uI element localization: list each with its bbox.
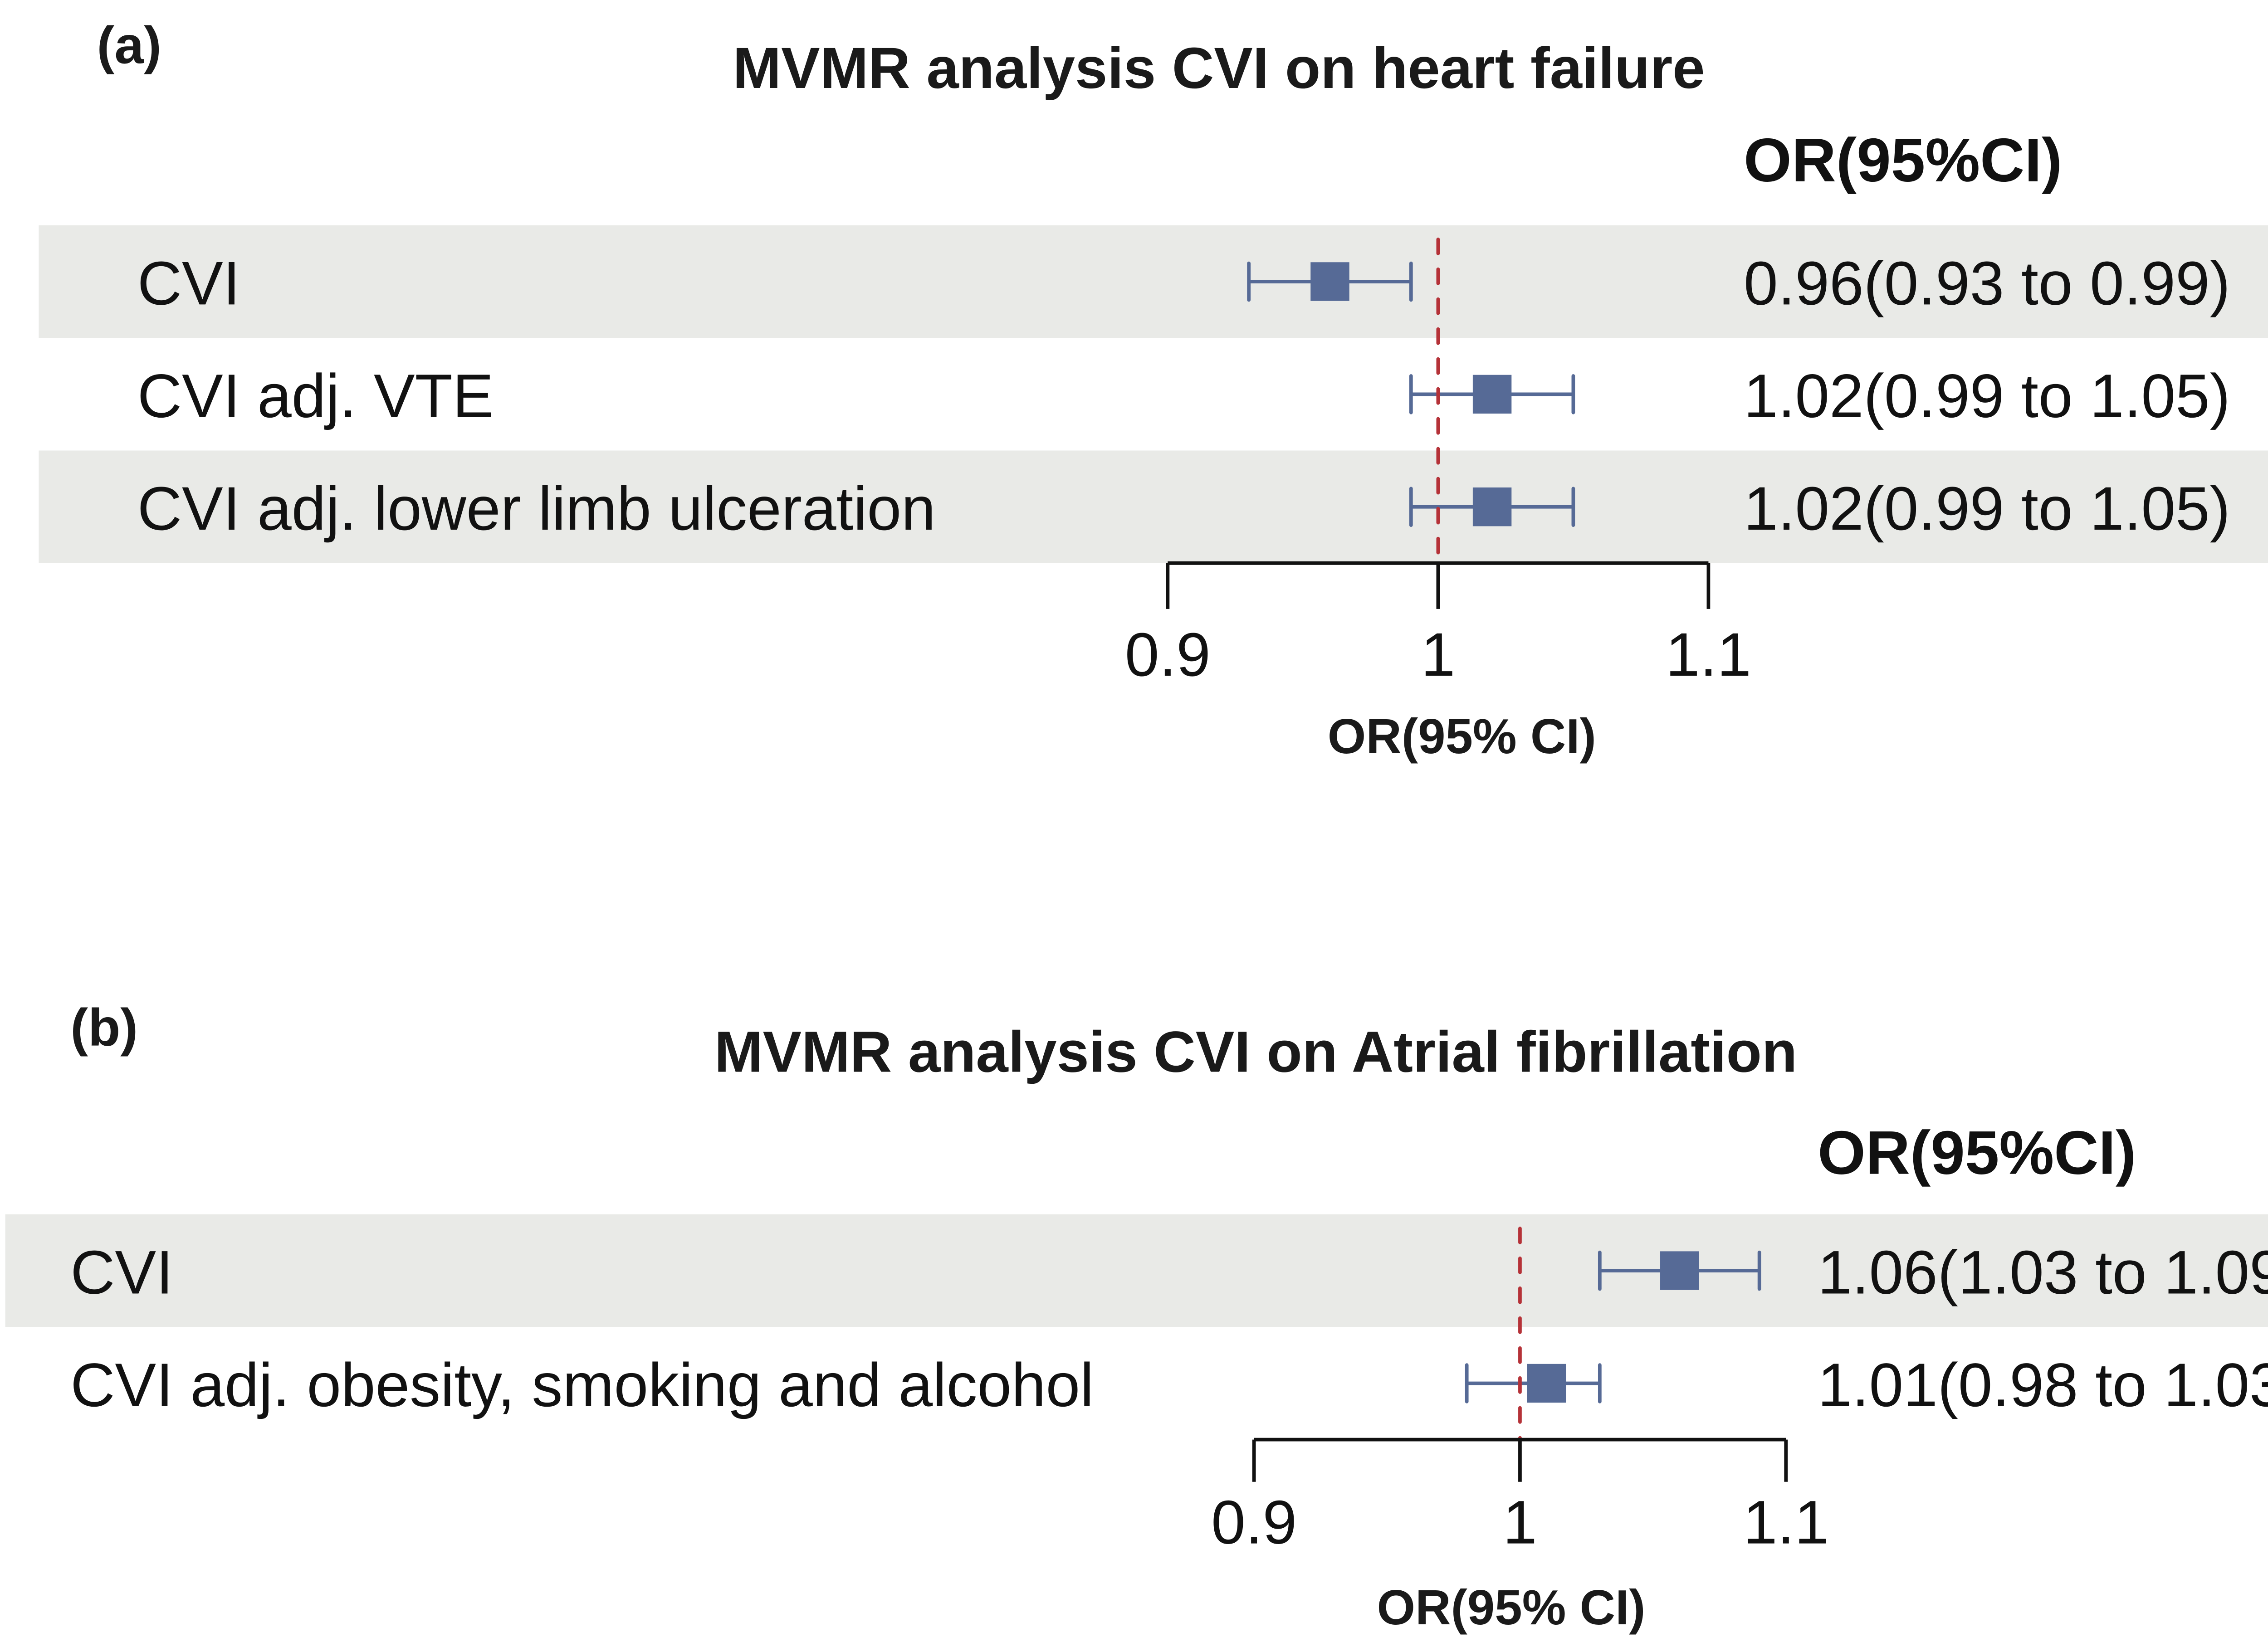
point-estimate-box [1527,1364,1566,1403]
header-or: OR(95%CI) [1818,1118,2136,1187]
x-tick-label: 1.1 [1666,620,1751,689]
or-ci-value: 1.02(0.99 to 1.05) [1744,361,2230,430]
panel-label: (b) [70,998,138,1057]
x-axis: 0.9 1 1.1 [1125,237,1751,689]
x-tick-label: 1 [1503,1488,1537,1557]
x-tick-label: 1.1 [1743,1488,1829,1557]
x-tick-label: 1 [1421,620,1456,689]
table-row: CVI adj. lower limb ulceration 1.02(0.99 … [137,474,2230,543]
panel-label: (a) [97,16,161,75]
x-tick-label: 0.9 [1211,1488,1297,1557]
or-ci-value: 1.01(0.98 to 1.03) [1818,1350,2268,1419]
x-axis-label: OR(95% CI) [1377,1580,1646,1635]
row-stripe [39,225,2268,338]
x-tick-label: 0.9 [1125,620,1211,689]
row-label: CVI adj. obesity, smoking and alcohol [70,1350,1094,1419]
or-ci-value: 0.96(0.93 to 0.99) [1744,248,2230,317]
header-or: OR(95%CI) [1744,126,2062,195]
point-estimate-box [1660,1251,1699,1290]
row-label: CVI [137,248,240,317]
row-stripe [39,450,2268,563]
row-stripes [39,225,2268,563]
x-axis-label: OR(95% CI) [1328,709,1596,764]
row-stripe [5,1214,2268,1327]
x-axis: 0.9 1 1.1 [1211,1227,1829,1557]
chart-title: MVMR analysis CVI on heart failure [733,36,1705,101]
row-stripes [5,1214,2268,1327]
chart-title: MVMR analysis CVI on Atrial fibrillation [714,1020,1797,1085]
point-estimate-box [1472,487,1512,526]
row-label: CVI adj. lower limb ulceration [137,474,936,543]
row-label: CVI adj. VTE [137,361,494,430]
point-estimate-box [1310,262,1349,301]
point-estimate-box [1472,375,1512,414]
table-row: CVI adj. obesity, smoking and alcohol 1.0… [70,1350,2268,1419]
row-label: CVI [70,1238,173,1307]
panel-b: (b) MVMR analysis CVI on Atrial fibrilla… [5,998,2268,1635]
or-ci-value: 1.02(0.99 to 1.05) [1744,474,2230,543]
or-ci-value: 1.06(1.03 to 1.09) [1818,1238,2268,1307]
panel-a: (a) MVMR analysis CVI on heart failure O… [39,16,2268,764]
